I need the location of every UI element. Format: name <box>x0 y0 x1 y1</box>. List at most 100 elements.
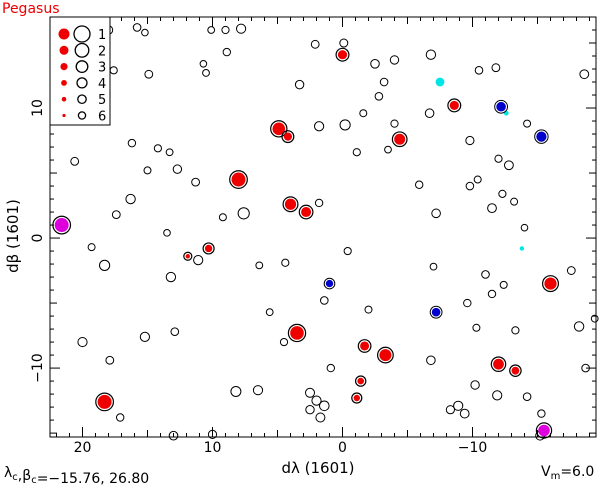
star <box>202 69 210 77</box>
star <box>473 175 482 184</box>
bright-star-ring <box>282 196 299 213</box>
star <box>494 154 503 163</box>
bright-star <box>270 120 288 138</box>
blue-star <box>494 99 509 114</box>
star <box>339 119 351 131</box>
bright-star <box>335 47 350 62</box>
star <box>255 261 264 270</box>
star <box>415 180 424 189</box>
axis-ticks: 20 10 0 −10 10 0 −10 <box>30 16 596 456</box>
bright-star-dot <box>449 100 459 111</box>
y-tick-label: 0 <box>30 234 46 243</box>
star <box>165 271 177 283</box>
bright-star-ring <box>357 339 372 353</box>
star <box>70 156 80 166</box>
stars <box>52 23 599 441</box>
star <box>218 213 227 222</box>
y-axis-label: dβ (1601) <box>4 199 22 273</box>
limiting-magnitude-label: Vm=6.0 <box>541 464 594 482</box>
bright-star-dot <box>360 341 370 351</box>
star <box>311 395 322 406</box>
star <box>339 38 349 48</box>
legend-dot <box>60 63 68 71</box>
legend-label: 5 <box>98 93 106 108</box>
star <box>281 258 290 267</box>
star <box>320 296 329 305</box>
bright-star-ring <box>351 392 363 404</box>
star <box>370 59 380 69</box>
star <box>472 323 481 332</box>
bright-star-dot <box>379 349 392 362</box>
blue-star-dot <box>496 101 506 112</box>
star <box>573 321 585 332</box>
star <box>191 177 201 187</box>
legend-dot <box>59 45 69 55</box>
bright-star <box>202 242 215 255</box>
blue-star-dot <box>325 279 334 288</box>
bright-star <box>183 251 193 261</box>
bright-star <box>447 98 462 113</box>
bright-star <box>229 170 248 189</box>
star <box>314 198 324 208</box>
star <box>425 49 437 60</box>
star <box>132 23 142 32</box>
bright-star <box>391 131 408 148</box>
bright-star <box>282 196 299 213</box>
star <box>252 385 264 396</box>
star <box>143 166 152 175</box>
legend-dot <box>61 96 67 102</box>
legend-ring <box>73 25 91 43</box>
legend-label: 4 <box>98 77 106 92</box>
y-tick-label: 10 <box>30 99 46 117</box>
x-tick-label: −10 <box>458 440 488 456</box>
cyan-star <box>519 246 525 251</box>
x-tick-label: 20 <box>74 440 92 456</box>
star <box>364 305 373 314</box>
x-tick-label: 0 <box>338 440 347 456</box>
star <box>319 400 330 412</box>
bright-star <box>541 275 559 293</box>
star <box>165 148 174 157</box>
bright-star-dot <box>283 132 292 141</box>
star <box>389 55 400 65</box>
star <box>116 413 125 422</box>
star <box>77 336 88 348</box>
star <box>230 385 242 397</box>
bright-star-ring <box>355 375 367 387</box>
star <box>172 164 183 174</box>
blue-star <box>534 129 549 144</box>
magenta-star <box>52 215 72 235</box>
star <box>237 207 250 220</box>
star <box>168 430 179 441</box>
blue-star-dot <box>536 131 547 142</box>
magenta-star-dot <box>538 424 550 437</box>
star <box>511 326 520 335</box>
star <box>379 77 389 87</box>
star <box>470 380 480 390</box>
bright-star <box>298 204 314 220</box>
star <box>207 429 218 439</box>
star <box>125 193 136 205</box>
bright-star-dot <box>185 254 190 259</box>
legend-dot <box>62 113 66 118</box>
magenta-star-ring <box>52 215 72 235</box>
star <box>105 355 115 365</box>
star <box>139 331 150 342</box>
blue-star-ring <box>323 277 336 290</box>
bright-star-dot <box>493 358 504 370</box>
star <box>315 412 326 423</box>
star <box>566 266 576 275</box>
star <box>453 400 464 411</box>
bright-star <box>355 375 367 387</box>
y-tick-label: −10 <box>30 353 46 383</box>
star <box>199 60 208 68</box>
star <box>424 108 435 119</box>
bright-star-dot <box>272 122 286 136</box>
legend-ring <box>76 77 88 89</box>
star <box>520 223 529 232</box>
bright-star-dot <box>290 326 304 340</box>
bright-star <box>509 364 522 377</box>
cyan-star <box>435 77 445 87</box>
star <box>305 387 315 398</box>
star <box>193 255 204 266</box>
